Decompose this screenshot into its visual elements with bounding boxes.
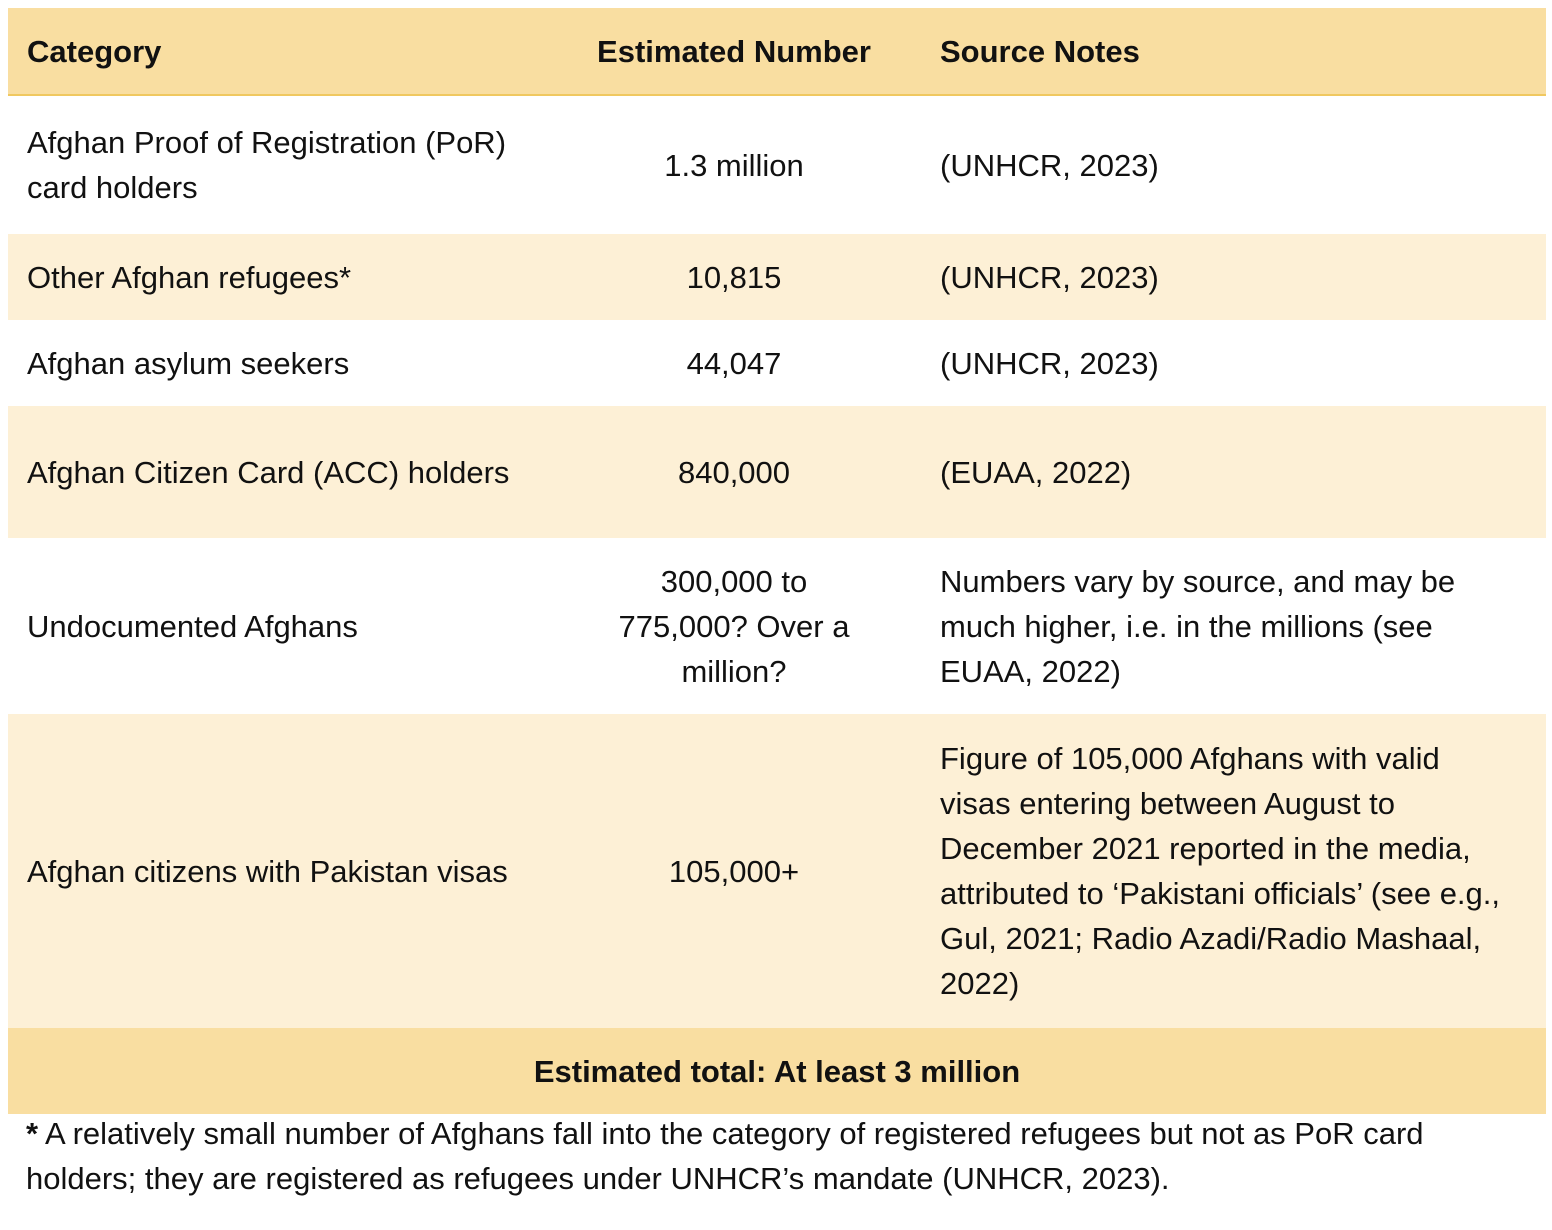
header-source-notes: Source Notes bbox=[940, 33, 1140, 69]
row-number: 10,815 bbox=[686, 259, 782, 295]
row-source: (UNHCR, 2023) bbox=[940, 345, 1159, 381]
table-row: Undocumented Afghans 300,000 to 775,000?… bbox=[8, 538, 1546, 714]
row-category: Afghan citizens with Pakistan visas bbox=[27, 853, 508, 889]
estimated-total: Estimated total: At least 3 million bbox=[533, 1053, 1021, 1089]
row-source: (EUAA, 2022) bbox=[940, 454, 1132, 490]
row-category: Afghan asylum seekers bbox=[27, 345, 350, 381]
row-category: Afghan Citizen Card (ACC) holders bbox=[27, 454, 510, 490]
row-source: Figure of 105,000 Afghans with valid vis… bbox=[940, 741, 1501, 1001]
footnote: * A relatively small number of Afghans f… bbox=[26, 1111, 1526, 1201]
table-row: Other Afghan refugees* 10,815 (UNHCR, 20… bbox=[8, 234, 1546, 320]
estimates-table: Category Estimated Number Source Notes A… bbox=[8, 8, 1546, 1114]
row-number: 105,000+ bbox=[668, 853, 800, 889]
row-number: 1.3 million bbox=[664, 147, 804, 183]
footnote-marker: * bbox=[26, 1116, 39, 1151]
table-row: Afghan citizens with Pakistan visas 105,… bbox=[8, 714, 1546, 1028]
row-source: Numbers vary by source, and may be much … bbox=[940, 563, 1456, 689]
row-category: Afghan Proof of Registration (PoR) card … bbox=[27, 125, 507, 205]
row-number: 300,000 to 775,000? Over a million? bbox=[618, 563, 850, 689]
row-number: 840,000 bbox=[677, 454, 791, 490]
row-source: (UNHCR, 2023) bbox=[940, 147, 1159, 183]
header-estimated-number: Estimated Number bbox=[597, 33, 871, 69]
total-row: Estimated total: At least 3 million bbox=[8, 1028, 1546, 1114]
header-category: Category bbox=[27, 33, 162, 69]
footnote-text: A relatively small number of Afghans fal… bbox=[26, 1116, 1424, 1196]
row-number: 44,047 bbox=[686, 345, 782, 381]
table-row: Afghan Citizen Card (ACC) holders 840,00… bbox=[8, 406, 1546, 538]
row-category: Other Afghan refugees* bbox=[27, 259, 352, 295]
row-source: (UNHCR, 2023) bbox=[940, 259, 1159, 295]
table-row: Afghan Proof of Registration (PoR) card … bbox=[8, 96, 1546, 234]
table-row: Afghan asylum seekers 44,047 (UNHCR, 202… bbox=[8, 320, 1546, 406]
row-category: Undocumented Afghans bbox=[27, 608, 358, 644]
table-header: Category Estimated Number Source Notes bbox=[8, 8, 1546, 96]
